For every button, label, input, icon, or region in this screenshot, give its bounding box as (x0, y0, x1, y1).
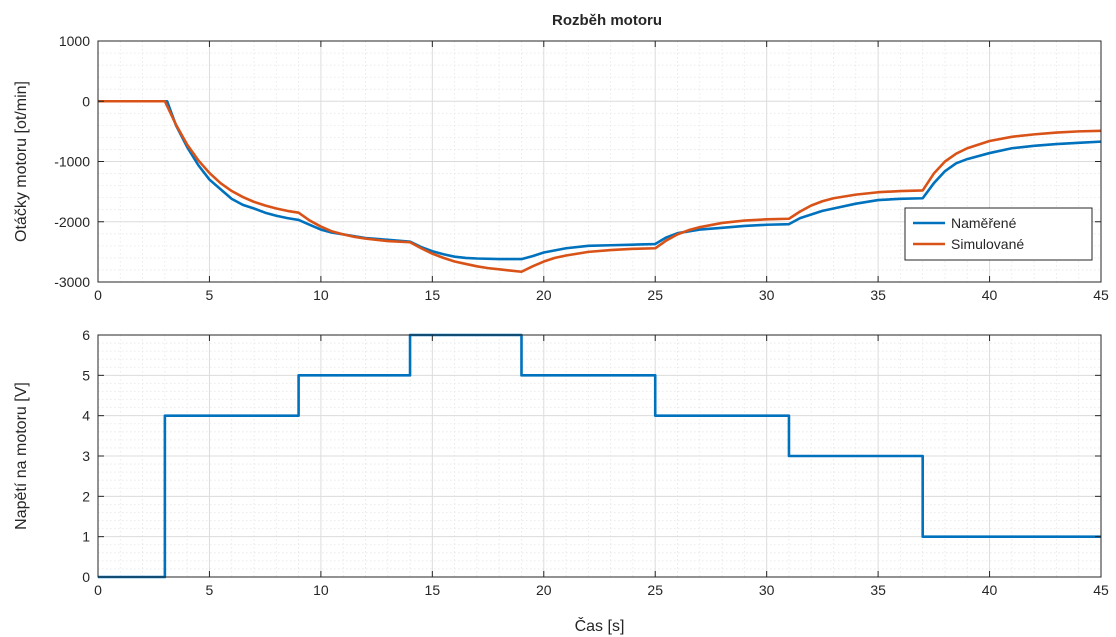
speed-x-tick-label: 25 (647, 287, 663, 303)
voltage-line (98, 333, 1101, 579)
speed-y-tick-label: 0 (82, 93, 90, 109)
voltage-x-tick-label: 25 (647, 582, 663, 598)
speed-series (98, 99, 1102, 274)
chart-title: Rozběh motoru (552, 12, 662, 29)
voltage-y-tick-label: 6 (82, 327, 90, 343)
legend-label-measured: Naměřené (951, 215, 1017, 231)
speed-x-tick-label: 45 (1093, 287, 1109, 303)
simulated-line (98, 99, 1102, 274)
voltage-y-tick-label: 4 (82, 408, 90, 424)
speed-x-tick-label: 35 (870, 287, 886, 303)
legend: Naměřené Simulované (904, 207, 1093, 261)
voltage-x-tick-label: 35 (870, 582, 886, 598)
voltage-y-tick-label: 2 (82, 488, 90, 504)
speed-y-tick-label: -2000 (54, 214, 90, 230)
speed-ticks: 0 5 10 15 20 25 30 35 40 45 -3000 -2000 -1000 0 1000 (54, 33, 1109, 303)
speed-grid (97, 40, 1102, 283)
speed-y-axis-label: Otáčky motoru [ot/min] (13, 81, 30, 242)
voltage-x-tick-label: 20 (536, 582, 552, 598)
voltage-series (98, 333, 1101, 579)
voltage-grid (97, 334, 1102, 578)
voltage-y-tick-label: 5 (82, 367, 90, 383)
voltage-y-tick-label: 3 (82, 448, 90, 464)
legend-box (904, 207, 1093, 261)
speed-y-tick-label: 1000 (59, 33, 90, 49)
speed-x-tick-label: 15 (425, 287, 441, 303)
voltage-x-tick-label: 5 (206, 582, 214, 598)
speed-axes: 0 5 10 15 20 25 30 35 40 45 -3000 -2000 -1000 0 1000 O… (13, 33, 1109, 303)
speed-y-tick-label: -3000 (54, 274, 90, 290)
voltage-x-tick-label: 10 (313, 582, 329, 598)
speed-x-tick-label: 10 (313, 287, 329, 303)
time-x-axis-label: Čas [s] (575, 616, 625, 635)
voltage-y-tick-label: 1 (82, 529, 90, 545)
voltage-x-tick-label: 40 (982, 582, 998, 598)
voltage-x-tick-label: 45 (1093, 582, 1109, 598)
speed-x-tick-label: 40 (982, 287, 998, 303)
voltage-y-tick-label: 0 (82, 569, 90, 585)
voltage-x-tick-label: 30 (759, 582, 775, 598)
voltage-y-axis-label: Napětí na motoru [V] (13, 382, 30, 530)
speed-x-tick-label: 20 (536, 287, 552, 303)
voltage-x-tick-label: 15 (425, 582, 441, 598)
legend-label-simulated: Simulované (951, 236, 1024, 252)
measured-line (98, 99, 1102, 261)
voltage-x-tick-label: 0 (94, 582, 102, 598)
speed-x-tick-label: 5 (206, 287, 214, 303)
speed-x-tick-label: 0 (94, 287, 102, 303)
speed-y-tick-label: -1000 (54, 154, 90, 170)
speed-x-tick-label: 30 (759, 287, 775, 303)
